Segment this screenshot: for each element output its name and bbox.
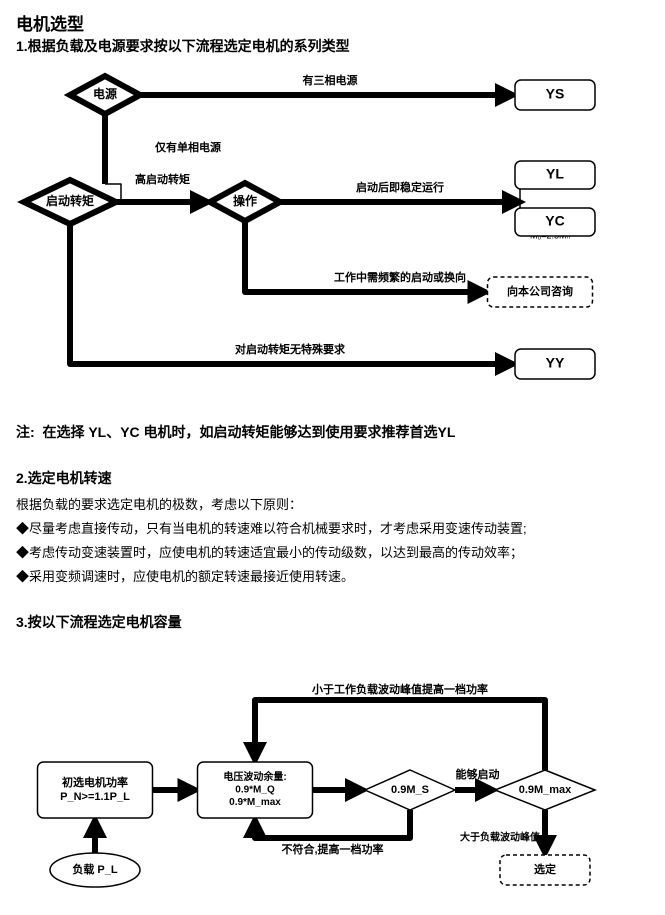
section2-bullet3: ◆采用变频调速时，应使电机的额定转速最接近使用转速。 [16,566,354,585]
flow1-svg: 有三相电源仅有单相电源高启动转矩启动后即稳定运行M₀=1.8MₙM₀=2.5Mₙ… [0,0,665,410]
svg-text:YS: YS [546,86,565,102]
section2-bullet1: ◆尽量考虑直接传动，只有当电机的转速难以符合机械要求时，才考虑采用变速传动装置; [16,518,527,537]
svg-text:0.9*M_Q: 0.9*M_Q [235,785,275,796]
flow2-svg: 小于工作负载波动峰值提高一档功率能够启动不符合,提高一档功率 大于负载波动峰值负载… [0,665,665,915]
svg-text:初选电机功率: 初选电机功率 [62,775,128,789]
section3-heading: 3.按以下流程选定电机容量 [16,612,182,632]
svg-text:能够启动: 能够启动 [456,767,500,781]
svg-text:有三相电源: 有三相电源 [303,73,358,87]
svg-text:P_N>=1.1P_L: P_N>=1.1P_L [60,791,130,803]
section2-heading: 2.选定电机转速 [16,468,112,488]
svg-text:YY: YY [546,355,565,371]
svg-text:0.9*M_max: 0.9*M_max [229,797,281,808]
note: 注: 在选择 YL、YC 电机时，如启动转矩能够达到使用要求推荐首选YL [16,422,455,442]
svg-text:启动转矩: 启动转矩 [46,193,94,208]
svg-text:启动后即稳定运行: 启动后即稳定运行 [356,180,444,194]
svg-text:电源: 电源 [93,86,117,101]
svg-text:0.9M_S: 0.9M_S [391,784,429,796]
svg-text:工作中需频繁的启动或换向: 工作中需频繁的启动或换向 [334,270,466,284]
svg-text:高启动转矩: 高启动转矩 [135,172,190,186]
svg-text:小于工作负载波动峰值提高一档功率: 小于工作负载波动峰值提高一档功率 [311,682,488,696]
svg-text:向本公司咨询: 向本公司咨询 [507,284,573,298]
svg-text:选定: 选定 [534,862,556,876]
svg-text:不符合,提高一档功率: 不符合,提高一档功率 [281,842,383,856]
svg-text:仅有单相电源: 仅有单相电源 [154,140,221,154]
svg-text:YL: YL [546,166,564,182]
title: 电机选型 [16,10,84,35]
svg-text:负载 P_L: 负载 P_L [72,862,118,876]
svg-text:0.9M_max: 0.9M_max [519,784,572,796]
section1-heading: 1.根据负载及电源要求按以下流程选定电机的系列类型 [16,36,350,56]
svg-text:YC: YC [545,213,564,229]
svg-text:电压波动余量:: 电压波动余量: [223,770,286,783]
svg-text:操作: 操作 [233,193,257,208]
section2-intro: 根据负载的要求选定电机的极数，考虑以下原则： [16,494,302,513]
section2-bullet2: ◆考虑传动变速装置时，应使电机的转速适宜最小的传动级数，以达到最高的传动效率； [16,542,523,561]
svg-text:对启动转矩无特殊要求: 对启动转矩无特殊要求 [235,342,346,356]
svg-text:大于负载波动峰值: 大于负载波动峰值 [460,831,540,844]
